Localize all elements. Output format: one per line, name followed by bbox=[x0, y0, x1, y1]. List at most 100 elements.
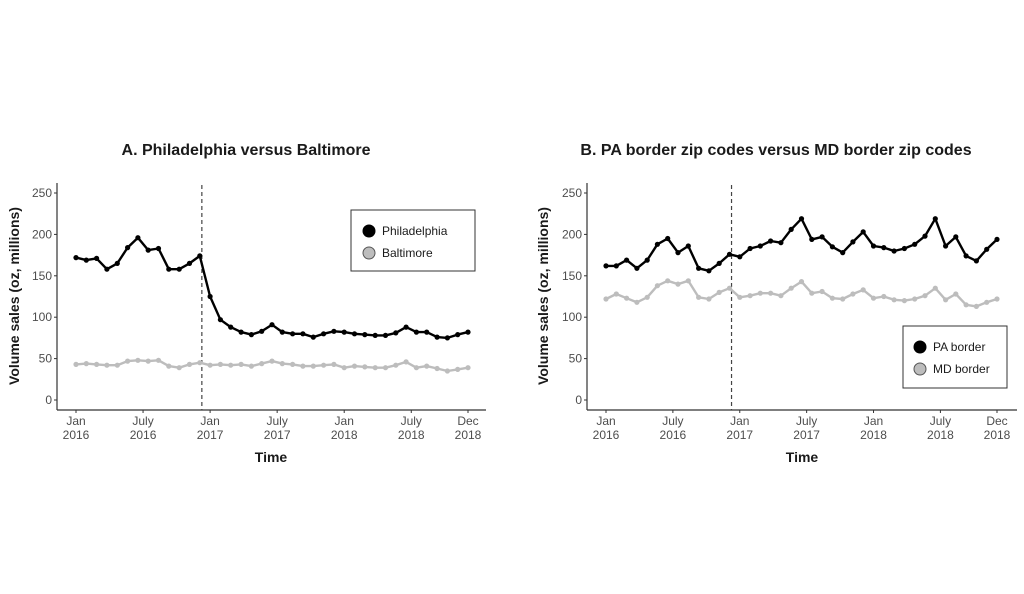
data-point-md-border bbox=[809, 290, 815, 296]
data-point-md-border bbox=[603, 296, 609, 302]
data-point-pa-border bbox=[788, 226, 794, 232]
data-point-pa-border bbox=[973, 258, 980, 264]
data-point-md-border bbox=[881, 293, 887, 300]
x-tick-label-month: July bbox=[796, 414, 817, 428]
data-point-philadelphia bbox=[455, 332, 461, 338]
data-point-md-border bbox=[819, 288, 825, 295]
x-tick-label-month: July bbox=[401, 414, 422, 428]
data-point-philadelphia bbox=[94, 255, 100, 261]
data-point-pa-border bbox=[798, 216, 805, 222]
data-point-md-border bbox=[829, 295, 836, 301]
y-tick-label: 50 bbox=[39, 352, 53, 366]
data-point-philadelphia bbox=[362, 332, 368, 338]
data-point-md-border bbox=[757, 290, 763, 296]
data-point-pa-border bbox=[850, 239, 856, 245]
legend-label-md-border: MD border bbox=[933, 362, 990, 376]
data-point-pa-border bbox=[737, 254, 743, 260]
data-point-baltimore bbox=[259, 361, 265, 367]
legend: PA border MD border bbox=[902, 325, 1008, 389]
data-point-baltimore bbox=[73, 361, 79, 367]
data-point-philadelphia bbox=[135, 235, 141, 241]
data-point-baltimore bbox=[217, 361, 223, 367]
data-point-md-border bbox=[737, 294, 743, 300]
x-tick-label-month: Jan bbox=[864, 414, 883, 428]
data-point-md-border bbox=[706, 296, 712, 302]
x-tick-label-month: July bbox=[930, 414, 951, 428]
data-point-baltimore bbox=[155, 357, 162, 363]
data-point-philadelphia bbox=[413, 329, 419, 335]
x-tick-label-year: 2016 bbox=[660, 428, 687, 442]
data-point-philadelphia bbox=[104, 266, 110, 272]
data-point-pa-border bbox=[665, 235, 671, 242]
data-point-philadelphia bbox=[434, 334, 440, 340]
data-point-md-border bbox=[891, 297, 897, 303]
data-point-philadelphia bbox=[290, 331, 296, 337]
data-point-baltimore bbox=[413, 365, 419, 371]
data-point-philadelphia bbox=[83, 257, 89, 263]
data-point-philadelphia bbox=[269, 322, 275, 328]
panel-b: B. PA border zip codes versus MD border … bbox=[535, 142, 1017, 465]
data-point-pa-border bbox=[685, 243, 691, 249]
x-tick-label-year: 2016 bbox=[130, 428, 157, 442]
data-point-pa-border bbox=[696, 265, 702, 271]
x-tick-label-year: 2016 bbox=[63, 428, 90, 442]
data-point-pa-border bbox=[840, 250, 846, 256]
x-tick-label-year: 2018 bbox=[331, 428, 358, 442]
data-point-baltimore bbox=[197, 360, 203, 366]
data-point-baltimore bbox=[455, 366, 461, 372]
data-point-baltimore bbox=[403, 359, 409, 365]
data-point-md-border bbox=[973, 303, 980, 309]
data-point-md-border bbox=[953, 291, 959, 297]
y-tick-label: 0 bbox=[45, 393, 52, 407]
chart-title: B. PA border zip codes versus MD border … bbox=[580, 142, 971, 159]
y-tick-label: 50 bbox=[569, 352, 583, 366]
data-point-pa-border bbox=[932, 216, 938, 222]
data-point-philadelphia bbox=[331, 328, 337, 334]
data-point-md-border bbox=[768, 290, 774, 296]
data-point-baltimore bbox=[238, 361, 244, 367]
data-point-pa-border bbox=[675, 250, 681, 256]
data-point-baltimore bbox=[321, 362, 327, 368]
y-tick-label: 200 bbox=[32, 227, 52, 241]
data-point-pa-border bbox=[624, 257, 630, 263]
x-tick-label-year: 2017 bbox=[726, 428, 753, 442]
x-tick-label-year: 2017 bbox=[264, 428, 291, 442]
data-point-pa-border bbox=[809, 236, 815, 242]
data-point-md-border bbox=[840, 296, 846, 302]
data-point-philadelphia bbox=[228, 324, 234, 330]
data-point-pa-border bbox=[953, 234, 959, 240]
x-tick-label-year: 2018 bbox=[984, 428, 1011, 442]
x-tick-label-year: 2018 bbox=[455, 428, 482, 442]
axes: 050100150200250Jan2016July2016Jan2017Jul… bbox=[32, 183, 486, 442]
y-tick-label: 250 bbox=[562, 186, 582, 200]
x-tick-label-year: 2016 bbox=[593, 428, 620, 442]
data-point-md-border bbox=[932, 285, 938, 291]
data-point-baltimore bbox=[176, 365, 182, 371]
data-point-baltimore bbox=[465, 365, 471, 371]
data-point-philadelphia bbox=[321, 331, 327, 337]
x-tick-label-month: Jan bbox=[596, 414, 615, 428]
data-point-philadelphia bbox=[341, 329, 347, 335]
legend-box bbox=[902, 325, 1008, 389]
data-point-md-border bbox=[675, 281, 681, 287]
data-point-md-border bbox=[624, 295, 630, 301]
data-point-pa-border bbox=[706, 268, 712, 274]
data-point-baltimore bbox=[331, 361, 337, 367]
panel-a: A. Philadelphia versus Baltimore Volume … bbox=[6, 142, 486, 465]
data-point-baltimore bbox=[393, 362, 399, 368]
data-point-baltimore bbox=[372, 365, 378, 371]
data-point-philadelphia bbox=[186, 260, 193, 266]
data-point-philadelphia bbox=[248, 332, 254, 338]
x-axis-title: Time bbox=[255, 449, 288, 465]
data-point-philadelphia bbox=[125, 245, 131, 251]
data-point-baltimore bbox=[166, 363, 172, 369]
data-point-baltimore bbox=[279, 361, 285, 367]
legend-marker-baltimore bbox=[362, 246, 376, 260]
data-point-pa-border bbox=[819, 234, 825, 240]
data-point-philadelphia bbox=[424, 329, 430, 335]
axes: 050100150200250Jan2016July2016Jan2017Jul… bbox=[562, 183, 1017, 442]
data-point-philadelphia bbox=[197, 253, 203, 259]
data-point-md-border bbox=[644, 294, 650, 300]
legend-marker-md-border bbox=[913, 362, 927, 376]
data-point-pa-border bbox=[634, 265, 640, 271]
